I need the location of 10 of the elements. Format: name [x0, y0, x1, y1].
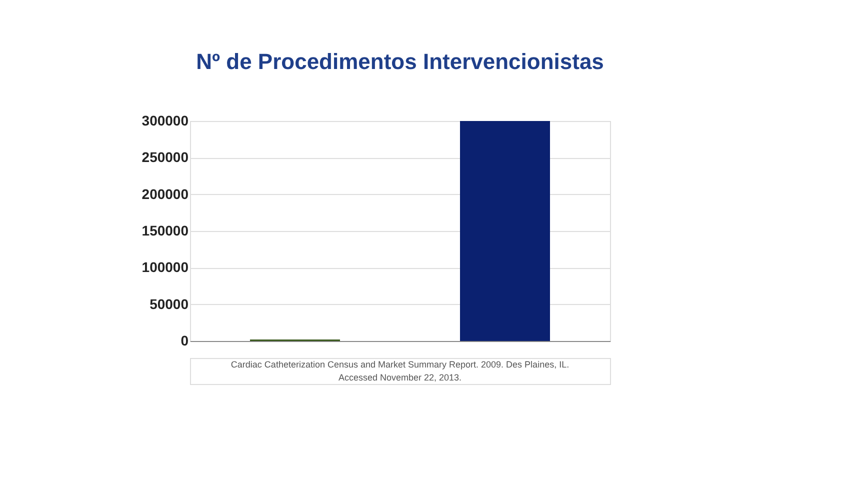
y-tick-label: 250000	[142, 149, 189, 166]
y-tick-label: 50000	[150, 296, 189, 312]
chart-title: Nº de Procedimentos Intervencionistas	[196, 49, 604, 74]
y-tick-label: 0	[180, 332, 189, 348]
y-tick-label: 300000	[142, 112, 189, 128]
text: Cardiac Catheterization Census and Market Summary Report. 2009. Des Plaines, IL.	[230, 360, 570, 370]
y-tick-label: 150000	[142, 222, 189, 238]
y-tick-label: 100000	[142, 259, 189, 276]
text: Accessed November 22, 2013.	[338, 372, 462, 382]
y-tick-label: 200000	[142, 186, 189, 202]
